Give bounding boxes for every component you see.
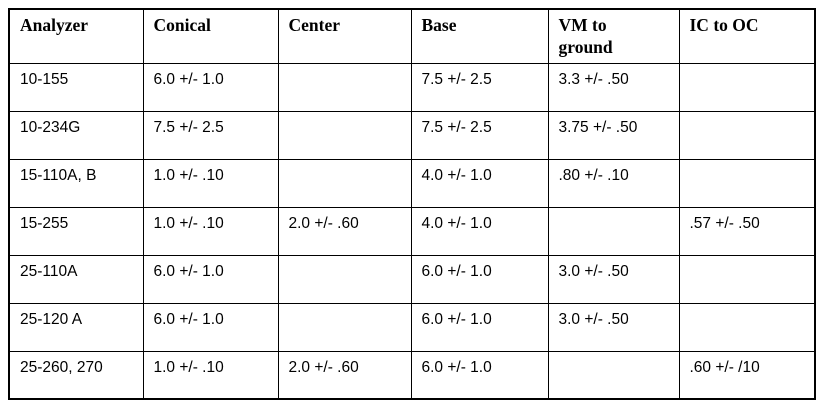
- cell-base: 7.5 +/- 2.5: [410, 62, 549, 112]
- table-body: 10-155 6.0 +/- 1.0 7.5 +/- 2.5 3.3 +/- .50 1…: [8, 62, 816, 400]
- cell-vm-to-ground: 3.0 +/- .50: [547, 302, 680, 352]
- cell-base: 6.0 +/- 1.0: [410, 350, 549, 400]
- cell-conical: 1.0 +/- .10: [142, 158, 279, 208]
- column-header-vm-to-ground: VM to ground: [547, 8, 680, 64]
- cell-center: [277, 302, 412, 352]
- cell-analyzer: 25-110A: [8, 254, 144, 304]
- table-row: 25-120 A 6.0 +/- 1.0 6.0 +/- 1.0 3.0 +/- .5…: [8, 302, 816, 352]
- cell-conical: 1.0 +/- .10: [142, 206, 279, 256]
- cell-vm-to-ground: 3.3 +/- .50: [547, 62, 680, 112]
- cell-ic-to-oc: .57 +/- .50: [678, 206, 816, 256]
- cell-conical: 6.0 +/- 1.0: [142, 302, 279, 352]
- cell-center: [277, 158, 412, 208]
- cell-analyzer: 25-260, 270: [8, 350, 144, 400]
- cell-center: [277, 110, 412, 160]
- column-header-analyzer: Analyzer: [8, 8, 144, 64]
- analyzer-tolerance-table: Analyzer Conical Center Base VM to groun…: [8, 8, 816, 401]
- cell-base: 4.0 +/- 1.0: [410, 158, 549, 208]
- cell-conical: 1.0 +/- .10: [142, 350, 279, 400]
- table-row: 25-260, 270 1.0 +/- .10 2.0 +/- .60 6.0 +/-…: [8, 350, 816, 400]
- table-row: 15-110A, B 1.0 +/- .10 4.0 +/- 1.0.80 +/- …: [8, 158, 816, 208]
- cell-conical: 6.0 +/- 1.0: [142, 62, 279, 112]
- header-row: Analyzer Conical Center Base VM to groun…: [8, 8, 816, 64]
- cell-vm-to-ground: 3.0 +/- .50: [547, 254, 680, 304]
- cell-center: [277, 254, 412, 304]
- table-header: Analyzer Conical Center Base VM to groun…: [8, 8, 816, 64]
- column-header-conical: Conical: [142, 8, 279, 64]
- cell-center: 2.0 +/- .60: [277, 206, 412, 256]
- cell-ic-to-oc: [678, 158, 816, 208]
- cell-conical: 6.0 +/- 1.0: [142, 254, 279, 304]
- column-header-ic-to-oc: IC to OC: [678, 8, 816, 64]
- cell-vm-to-ground: [547, 206, 680, 256]
- cell-base: 6.0 +/- 1.0: [410, 302, 549, 352]
- cell-base: 4.0 +/- 1.0: [410, 206, 549, 256]
- cell-center: 2.0 +/- .60: [277, 350, 412, 400]
- cell-vm-to-ground: .80 +/- .10: [547, 158, 680, 208]
- column-header-center: Center: [277, 8, 412, 64]
- cell-analyzer: 15-255: [8, 206, 144, 256]
- cell-analyzer: 15-110A, B: [8, 158, 144, 208]
- column-header-base: Base: [410, 8, 549, 64]
- cell-vm-to-ground: 3.75 +/- .50: [547, 110, 680, 160]
- cell-ic-to-oc: [678, 302, 816, 352]
- cell-analyzer: 10-234G: [8, 110, 144, 160]
- cell-ic-to-oc: [678, 110, 816, 160]
- cell-base: 6.0 +/- 1.0: [410, 254, 549, 304]
- table-row: 10-234G 7.5 +/- 2.5 7.5 +/- 2.5 3.75 +/- .5…: [8, 110, 816, 160]
- cell-analyzer: 25-120 A: [8, 302, 144, 352]
- cell-vm-to-ground: [547, 350, 680, 400]
- cell-base: 7.5 +/- 2.5: [410, 110, 549, 160]
- cell-ic-to-oc: [678, 62, 816, 112]
- cell-ic-to-oc: [678, 254, 816, 304]
- table-row: 10-155 6.0 +/- 1.0 7.5 +/- 2.5 3.3 +/- .50: [8, 62, 816, 112]
- cell-ic-to-oc: .60 +/- /10: [678, 350, 816, 400]
- cell-conical: 7.5 +/- 2.5: [142, 110, 279, 160]
- table-row: 25-110A 6.0 +/- 1.0 6.0 +/- 1.0 3.0 +/- .50: [8, 254, 816, 304]
- cell-analyzer: 10-155: [8, 62, 144, 112]
- table-row: 15-255 1.0 +/- .10 2.0 +/- .60 4.0 +/- 1.0.…: [8, 206, 816, 256]
- cell-center: [277, 62, 412, 112]
